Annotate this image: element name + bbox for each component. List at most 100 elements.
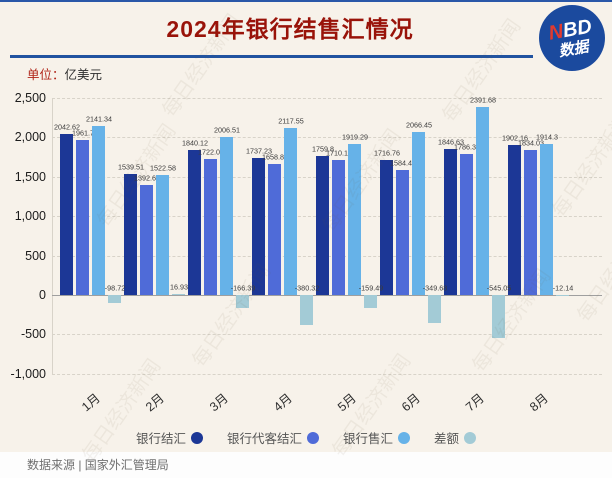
top-accent-line bbox=[0, 0, 612, 2]
bar-label-balance-m5: -159.49 bbox=[358, 284, 383, 293]
bar-sales-m8 bbox=[540, 144, 553, 295]
ytick--1000: -1,000 bbox=[10, 366, 46, 381]
legend-dot-customer-settlement bbox=[307, 431, 319, 444]
bar-balance-m6 bbox=[428, 295, 441, 323]
bar-settlement-m3 bbox=[188, 149, 201, 295]
nbd-logo: NBD 数据 bbox=[539, 5, 605, 71]
ytick-2000: 2,000 bbox=[14, 130, 46, 145]
xtick-m8: 8月 bbox=[527, 391, 551, 415]
xtick-m5: 5月 bbox=[335, 391, 359, 415]
ytick-1500: 1,500 bbox=[14, 169, 46, 184]
bar-label-sales-m4: 2117.55 bbox=[277, 117, 304, 126]
gridline-0 bbox=[52, 295, 602, 296]
bar-balance-m3 bbox=[236, 295, 249, 309]
gridline--500 bbox=[52, 334, 602, 336]
chart-legend: 银行结汇 银行代客结汇 银行售汇 差额 bbox=[0, 428, 612, 447]
y-axis-line bbox=[52, 98, 53, 374]
bar-label-sales-m2: 1522.58 bbox=[149, 164, 176, 173]
xtick-m2: 2月 bbox=[143, 391, 167, 415]
bar-label-customer-settlement-m4: 1658.86 bbox=[261, 153, 288, 162]
legend-dot-balance bbox=[464, 431, 477, 444]
bar-label-balance-m4: -380.32 bbox=[294, 284, 319, 293]
bar-label-balance-m2: 16.93 bbox=[169, 283, 188, 292]
xtick-m7: 7月 bbox=[463, 391, 487, 415]
bar-label-balance-m7: -545.05 bbox=[486, 284, 511, 293]
legend-label-settlement: 银行结汇 bbox=[135, 432, 186, 446]
bar-label-settlement-m3: 1840.12 bbox=[181, 139, 208, 148]
bar-label-customer-settlement-m5: 1710.15 bbox=[325, 149, 352, 158]
bar-label-sales-m6: 2066.45 bbox=[405, 121, 432, 130]
unit-prefix: 单位： bbox=[27, 68, 65, 82]
bar-label-settlement-m5: 1759.8 bbox=[311, 145, 334, 154]
bar-label-settlement-m7: 1846.63 bbox=[437, 139, 464, 148]
title-divider bbox=[10, 55, 533, 58]
legend-dot-sales bbox=[398, 431, 411, 444]
bar-settlement-m1 bbox=[60, 134, 73, 295]
bar-customer-settlement-m8 bbox=[524, 150, 537, 295]
data-source: 数据来源 | 国家外汇管理局 bbox=[27, 458, 169, 472]
bar-customer-settlement-m2 bbox=[140, 185, 153, 295]
bar-sales-m5 bbox=[348, 143, 361, 295]
bar-settlement-m8 bbox=[508, 145, 521, 295]
bar-customer-settlement-m7 bbox=[460, 154, 473, 295]
gridline-2000 bbox=[52, 137, 602, 139]
bar-label-customer-settlement-m2: 1392.67 bbox=[133, 174, 160, 183]
bar-sales-m4 bbox=[284, 128, 297, 295]
bar-settlement-m7 bbox=[444, 149, 457, 295]
bar-label-balance-m3: -166.39 bbox=[230, 284, 255, 293]
legend-label-customer-settlement: 银行代客结汇 bbox=[226, 432, 302, 446]
bar-balance-m4 bbox=[300, 295, 313, 325]
bar-customer-settlement-m1 bbox=[76, 140, 89, 295]
bar-customer-settlement-m3 bbox=[204, 159, 217, 295]
bar-label-customer-settlement-m7: 1786.35 bbox=[453, 143, 480, 152]
bar-label-sales-m7: 2391.68 bbox=[469, 96, 496, 105]
gridline--1000 bbox=[52, 373, 602, 375]
bar-label-settlement-m8: 1902.16 bbox=[501, 134, 528, 143]
bar-label-balance-m6: -349.68 bbox=[422, 284, 447, 293]
legend-dot-settlement bbox=[190, 431, 203, 444]
legend-item-customer-settlement: 银行代客结汇 bbox=[227, 428, 319, 447]
bar-settlement-m5 bbox=[316, 156, 329, 295]
xtick-m3: 3月 bbox=[207, 391, 231, 415]
bar-sales-m7 bbox=[476, 106, 489, 295]
bar-customer-settlement-m4 bbox=[268, 164, 281, 295]
bar-label-balance-m1: -98.72 bbox=[104, 284, 125, 293]
bar-settlement-m6 bbox=[380, 159, 393, 295]
bar-sales-m2 bbox=[156, 175, 169, 295]
unit-label: 单位：亿美元 bbox=[27, 64, 102, 83]
xtick-m1: 1月 bbox=[79, 391, 103, 415]
bar-customer-settlement-m5 bbox=[332, 160, 345, 295]
legend-label-balance: 差额 bbox=[434, 432, 460, 446]
ytick-2500: 2,500 bbox=[14, 91, 46, 105]
page-title: 2024年银行结售汇情况 bbox=[166, 16, 414, 42]
bar-label-settlement-m4: 1737.23 bbox=[245, 147, 272, 156]
bar-sales-m6 bbox=[412, 132, 425, 295]
bar-balance-m8 bbox=[556, 295, 569, 296]
bar-label-customer-settlement-m1: 1961.7 bbox=[71, 130, 94, 139]
bar-customer-settlement-m6 bbox=[396, 170, 409, 295]
xtick-m6: 6月 bbox=[399, 391, 423, 415]
bar-label-settlement-m1: 2042.62 bbox=[53, 123, 80, 132]
bar-settlement-m2 bbox=[124, 173, 137, 295]
bar-balance-m1 bbox=[108, 295, 121, 303]
bar-sales-m1 bbox=[92, 126, 105, 295]
ytick-1000: 1,000 bbox=[14, 209, 46, 224]
bar-label-balance-m8: -12.14 bbox=[552, 284, 573, 293]
bar-sales-m3 bbox=[220, 136, 233, 295]
legend-item-balance: 差额 bbox=[434, 428, 477, 447]
bar-label-customer-settlement-m8: 1834.03 bbox=[517, 140, 544, 149]
ytick-0: 0 bbox=[39, 288, 46, 302]
legend-item-settlement: 银行结汇 bbox=[136, 428, 203, 447]
bar-label-settlement-m2: 1539.51 bbox=[117, 163, 144, 172]
unit-text: 亿美元 bbox=[64, 68, 103, 82]
bar-balance-m2 bbox=[172, 293, 185, 295]
bar-label-sales-m1: 2141.34 bbox=[85, 115, 112, 124]
bar-label-settlement-m6: 1716.76 bbox=[373, 149, 400, 158]
bar-label-customer-settlement-m3: 1722.03 bbox=[197, 148, 224, 157]
bar-balance-m5 bbox=[364, 295, 377, 308]
gridline-2500 bbox=[52, 98, 602, 99]
bar-label-sales-m5: 1919.29 bbox=[341, 133, 368, 142]
bar-label-sales-m8: 1914.3 bbox=[535, 133, 558, 142]
